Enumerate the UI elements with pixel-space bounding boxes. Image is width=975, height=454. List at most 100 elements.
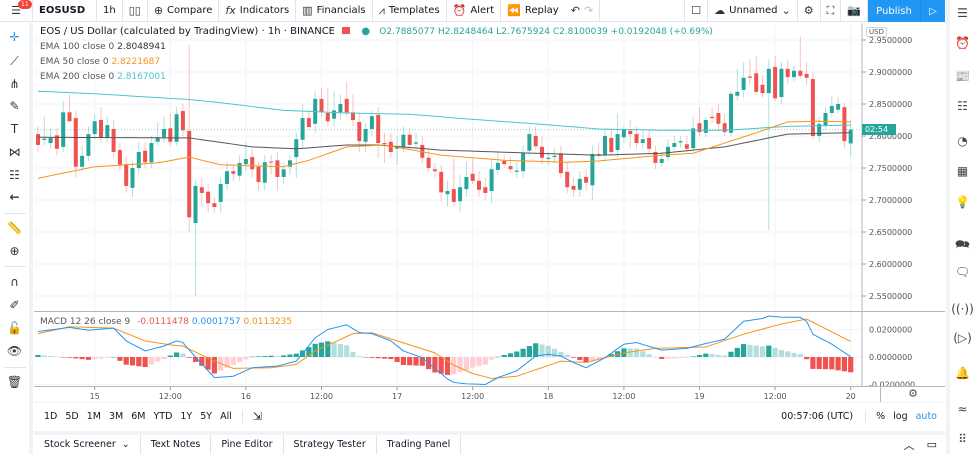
candle-down <box>250 157 255 170</box>
range-ytd[interactable]: YTD <box>153 411 173 422</box>
trash-icon[interactable]: 🗑 <box>6 375 23 389</box>
log-toggle[interactable]: log <box>893 411 908 422</box>
brush-icon[interactable]: ✎ <box>9 99 20 113</box>
ema200-legend[interactable]: EMA 200 close 0 2.8167001 <box>40 72 166 82</box>
layout-name-label: Unnamed <box>729 5 778 16</box>
lock-drawing-icon[interactable]: ✐ <box>9 298 20 312</box>
lock-icon[interactable]: 🔓 <box>7 321 22 335</box>
broadcast-play-icon[interactable]: (▷) <box>953 331 972 345</box>
time-axis-svg[interactable]: 15 12:00 16 12:00 17 12:00 18 12:00 19 12:00 20 <box>34 387 945 403</box>
goto-date-icon[interactable]: ⇲ <box>241 410 266 423</box>
tab-trading-panel[interactable]: Trading Panel <box>377 435 462 454</box>
caret-up-icon[interactable]: ︿ <box>903 438 915 452</box>
tab-label: Strategy Tester <box>293 439 366 450</box>
dots-grid-icon[interactable]: ⠿ <box>958 432 967 446</box>
watchlist-icon[interactable]: ☰ <box>957 6 968 20</box>
range-6m[interactable]: 6M <box>131 411 146 422</box>
crosshair-icon[interactable]: ✛ <box>9 30 20 44</box>
pitchfork-icon[interactable]: ⋔ <box>9 77 20 91</box>
macd-histogram-bar <box>678 357 684 359</box>
range-5y[interactable]: 5Y <box>200 411 213 422</box>
macd-histogram-bar <box>570 357 577 358</box>
time-axis[interactable]: 15 12:00 16 12:00 17 12:00 18 12:00 19 12:00 20 ⚙ <box>34 386 945 403</box>
range-3m[interactable]: 3M <box>108 411 124 422</box>
undo-icon[interactable]: ↶ <box>570 4 580 17</box>
candle-up <box>829 105 834 113</box>
eye-icon[interactable]: 👁 <box>6 344 23 358</box>
maximize-panel-icon[interactable]: ▭ <box>926 438 937 451</box>
replay-button[interactable]: ⏪ Replay ↶ ↷ <box>501 0 601 22</box>
macd-histogram-bar <box>167 355 173 357</box>
redo-icon[interactable]: ↷ <box>583 4 594 17</box>
tab-text-notes[interactable]: Text Notes <box>141 435 212 454</box>
magnet-icon[interactable]: ∩ <box>10 275 19 289</box>
fullscreen-button[interactable]: ⛶ <box>821 0 842 22</box>
financials-button[interactable]: ▥ Financials <box>296 0 373 22</box>
candle-up <box>495 162 500 170</box>
chats-icon[interactable]: 🗪 <box>955 237 970 251</box>
macd-pane[interactable]: 0.0200000 0.0000000 -0.0200000 MACD 12 26 … <box>34 311 945 390</box>
pattern-icon[interactable]: ⋈ <box>8 145 21 159</box>
macd-histogram-bar <box>457 357 463 373</box>
candle-down <box>798 70 803 76</box>
publish-button[interactable]: Publish <box>868 0 920 22</box>
ema50-legend[interactable]: EMA 50 close 0 2.8221687 <box>40 57 160 67</box>
candle-down <box>306 118 311 128</box>
news-icon[interactable]: 📰 <box>955 69 970 83</box>
auto-scale-toggle[interactable]: auto <box>915 411 937 422</box>
candle-down <box>439 171 444 193</box>
macd-svg[interactable]: 0.0200000 0.0000000 -0.0200000 <box>34 312 945 390</box>
price-chart-pane[interactable]: 2.9500000 2.9000000 2.8500000 2.8000000 2.75… <box>34 23 945 311</box>
streams-icon[interactable]: ((·)) <box>951 302 974 316</box>
percent-toggle[interactable]: % <box>876 411 886 422</box>
indicators-button[interactable]: fx Indicators <box>219 0 297 22</box>
chevron-down-icon: ⌄ <box>121 439 130 450</box>
snapshot-button[interactable]: 📷 <box>841 0 868 22</box>
menu-button[interactable]: ☰ 11 <box>0 0 33 22</box>
ruler-icon[interactable]: 📏 <box>7 221 22 235</box>
select-layout-button[interactable]: ☐ <box>684 0 709 22</box>
range-1m[interactable]: 1M <box>86 411 101 422</box>
candle-down <box>187 130 192 218</box>
zigzag-icon[interactable]: ≈ <box>957 402 968 416</box>
utc-clock[interactable]: 00:57:06 (UTC) <box>777 411 867 422</box>
alarm-clock-icon[interactable]: ⏰ <box>955 36 970 50</box>
range-all[interactable]: All <box>220 411 232 422</box>
range-1d[interactable]: 1D <box>44 411 58 422</box>
compare-button[interactable]: ⊕ Compare <box>148 0 220 22</box>
bell-icon[interactable]: 🔔 <box>955 366 970 380</box>
ema100-legend[interactable]: EMA 100 close 0 2.8048941 <box>40 42 166 52</box>
macd-histogram-bar <box>35 354 41 357</box>
zoom-in-icon[interactable]: ⊕ <box>9 244 20 258</box>
chart-settings-icon[interactable]: ⚙ <box>880 387 945 403</box>
prediction-icon[interactable]: ☷ <box>9 168 20 182</box>
macd-histogram-bar <box>797 354 803 357</box>
range-5d[interactable]: 5D <box>65 411 79 422</box>
tab-strategy-tester[interactable]: Strategy Tester <box>284 435 377 454</box>
templates-button[interactable]: ⩘ Templates <box>373 0 447 22</box>
price-chart-svg[interactable]: 2.9500000 2.9000000 2.8500000 2.8000000 2.75… <box>34 23 945 311</box>
settings-button[interactable]: ⚙ <box>798 0 821 22</box>
arrow-left-icon[interactable]: ← <box>9 190 20 204</box>
macd-histogram-bar <box>671 357 677 359</box>
layout-name-button[interactable]: ☁ Unnamed ⌄ <box>708 0 798 22</box>
alert-button[interactable]: ⏰ Alert <box>447 0 502 22</box>
publish-video-button[interactable]: ▷ <box>920 0 945 22</box>
tab-stock-screener[interactable]: Stock Screener ⌄ <box>34 435 141 454</box>
interval-button[interactable]: 1h <box>97 0 123 22</box>
chat-icon[interactable]: 🗨 <box>954 265 971 279</box>
lightbulb-icon[interactable]: 💡 <box>955 195 970 209</box>
range-1y[interactable]: 1Y <box>180 411 193 422</box>
hotlist-icon[interactable]: ◔ <box>957 134 968 148</box>
flag-icon[interactable] <box>342 27 351 34</box>
macd-histogram-bar <box>161 357 167 360</box>
chart-type-button[interactable]: ▯▯ <box>123 0 148 22</box>
macd-histogram-bar <box>596 357 602 359</box>
symbol-search[interactable]: EOSUSD <box>33 0 97 22</box>
calendar-icon[interactable]: ▦ <box>956 164 969 178</box>
tab-pine-editor[interactable]: Pine Editor <box>211 435 284 454</box>
ideas-stream-icon[interactable]: ☷ <box>957 99 968 113</box>
trend-line-icon[interactable]: ⟋ <box>10 54 19 68</box>
text-icon[interactable]: T <box>10 122 19 136</box>
macd-legend[interactable]: MACD 12 26 close 9 -0.0111478 0.0001757 … <box>40 317 292 327</box>
